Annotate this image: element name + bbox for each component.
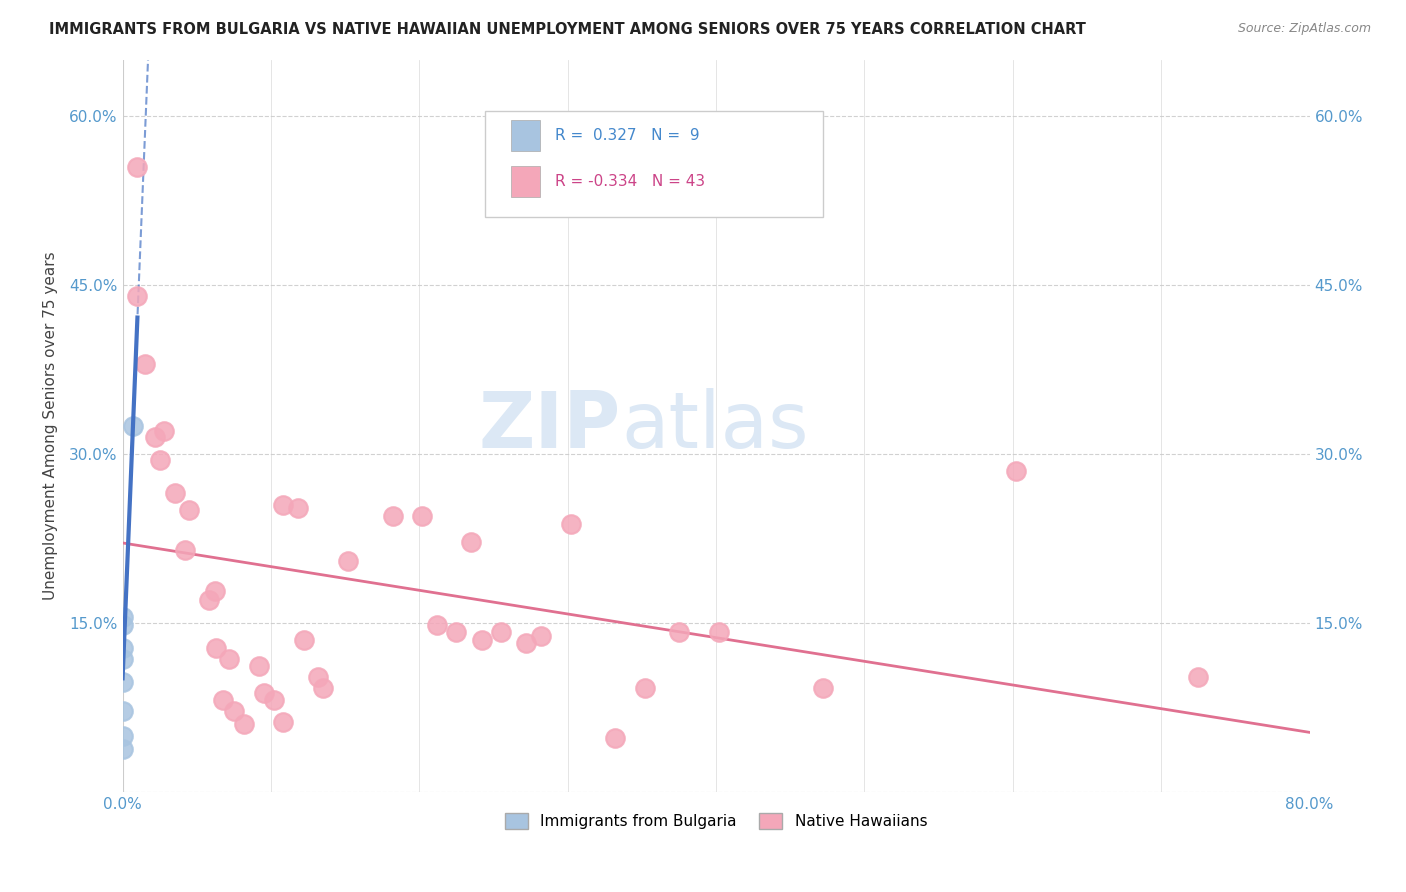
FancyBboxPatch shape bbox=[485, 111, 823, 217]
Point bbox=[263, 692, 285, 706]
Point bbox=[222, 704, 245, 718]
Point bbox=[111, 704, 134, 718]
Text: Source: ZipAtlas.com: Source: ZipAtlas.com bbox=[1237, 22, 1371, 36]
Point bbox=[122, 418, 145, 433]
Point bbox=[111, 674, 134, 689]
Point bbox=[1187, 670, 1209, 684]
Point bbox=[143, 430, 166, 444]
Legend: Immigrants from Bulgaria, Native Hawaiians: Immigrants from Bulgaria, Native Hawaiia… bbox=[499, 807, 934, 836]
Text: atlas: atlas bbox=[621, 388, 808, 464]
Y-axis label: Unemployment Among Seniors over 75 years: Unemployment Among Seniors over 75 years bbox=[44, 252, 58, 600]
Point bbox=[247, 658, 270, 673]
Point bbox=[446, 624, 468, 639]
Point bbox=[337, 554, 360, 568]
Point bbox=[811, 681, 834, 696]
Point bbox=[111, 610, 134, 624]
Point bbox=[530, 630, 553, 644]
Point bbox=[179, 503, 201, 517]
Text: R = -0.334   N = 43: R = -0.334 N = 43 bbox=[554, 174, 704, 189]
Point bbox=[381, 508, 404, 523]
Point bbox=[212, 692, 235, 706]
Point bbox=[111, 729, 134, 743]
Point bbox=[411, 508, 433, 523]
Point bbox=[634, 681, 657, 696]
Text: IMMIGRANTS FROM BULGARIA VS NATIVE HAWAIIAN UNEMPLOYMENT AMONG SENIORS OVER 75 Y: IMMIGRANTS FROM BULGARIA VS NATIVE HAWAI… bbox=[49, 22, 1085, 37]
Point bbox=[111, 618, 134, 632]
Point bbox=[134, 357, 156, 371]
FancyBboxPatch shape bbox=[510, 120, 540, 151]
Point bbox=[668, 624, 690, 639]
Point bbox=[111, 742, 134, 756]
Point bbox=[233, 717, 256, 731]
Point bbox=[489, 624, 512, 639]
Point bbox=[271, 498, 294, 512]
Point bbox=[460, 534, 482, 549]
Point bbox=[292, 632, 315, 647]
Point bbox=[163, 486, 186, 500]
Text: R =  0.327   N =  9: R = 0.327 N = 9 bbox=[554, 128, 699, 143]
Point bbox=[471, 632, 494, 647]
Point bbox=[127, 289, 149, 303]
Point bbox=[707, 624, 730, 639]
Point bbox=[205, 640, 228, 655]
Point bbox=[197, 593, 219, 607]
Point bbox=[111, 652, 134, 666]
Point bbox=[1004, 464, 1026, 478]
Point bbox=[204, 584, 226, 599]
Point bbox=[312, 681, 335, 696]
Point bbox=[127, 160, 149, 174]
Point bbox=[218, 652, 240, 666]
Point bbox=[560, 516, 582, 531]
Point bbox=[153, 425, 176, 439]
Point bbox=[111, 640, 134, 655]
FancyBboxPatch shape bbox=[510, 166, 540, 196]
Point bbox=[252, 686, 274, 700]
Text: ZIP: ZIP bbox=[479, 388, 621, 464]
Point bbox=[287, 501, 309, 516]
Point bbox=[426, 618, 449, 632]
Point bbox=[271, 715, 294, 730]
Point bbox=[605, 731, 627, 745]
Point bbox=[174, 542, 197, 557]
Point bbox=[515, 636, 537, 650]
Point bbox=[149, 452, 172, 467]
Point bbox=[307, 670, 329, 684]
